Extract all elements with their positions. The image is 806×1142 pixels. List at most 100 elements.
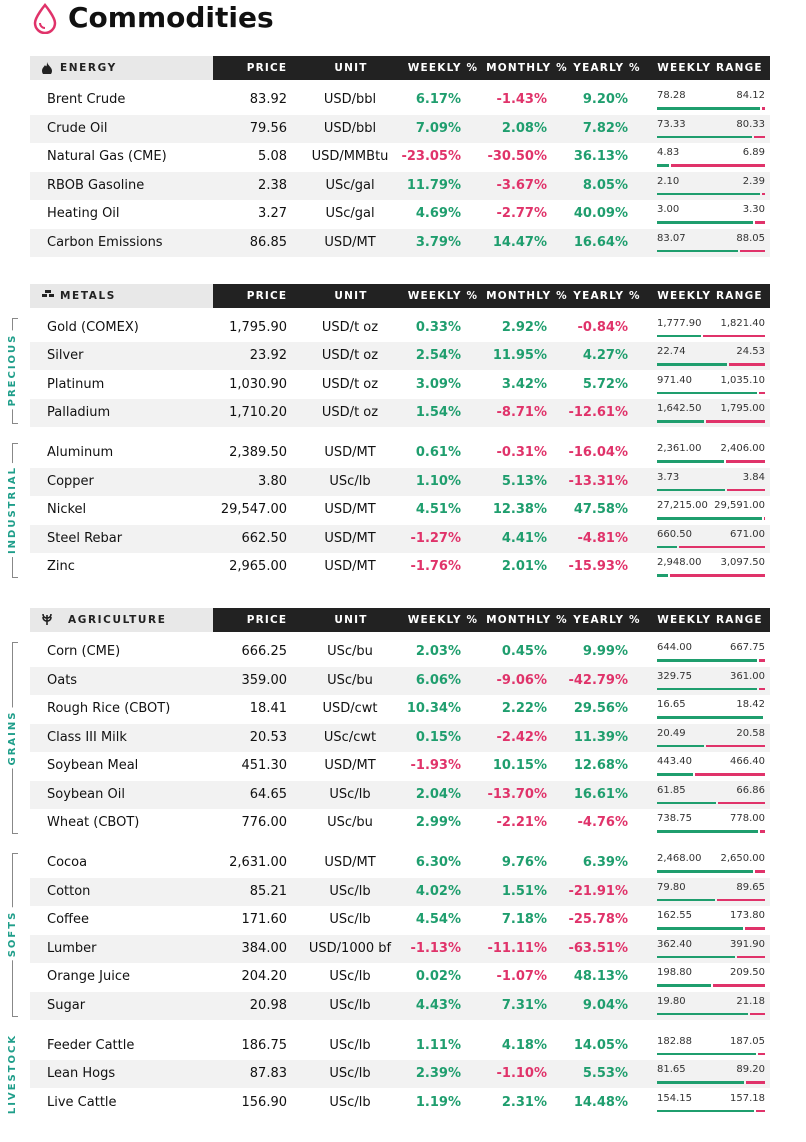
range-bar-high	[759, 659, 765, 662]
percent-change: 4.18%	[501, 1037, 547, 1053]
percent-change: -1.93%	[410, 758, 462, 773]
price: 2,631.00	[229, 855, 287, 870]
percent-change: -11.11%	[487, 940, 547, 956]
unit: USc/lb	[329, 1066, 371, 1081]
group-bracket-cap	[12, 577, 18, 578]
price: 1,795.90	[229, 319, 287, 335]
group-bracket-cap	[12, 853, 18, 854]
range-low: 73.33	[657, 118, 686, 130]
range-high: 2.39	[742, 175, 765, 187]
price: 3.27	[258, 206, 287, 221]
range-low: 2.10	[657, 175, 680, 187]
range-high: 778.00	[730, 813, 765, 824]
column-header: WEEKLY %	[407, 614, 479, 626]
range-bar-high	[706, 744, 765, 747]
range-bar-low	[657, 107, 761, 110]
column-header: YEARLY %	[573, 614, 641, 626]
range-bar-low	[657, 420, 704, 423]
percent-change: -9.06%	[496, 672, 548, 688]
price: 662.50	[241, 530, 288, 546]
column-header: YEARLY %	[573, 289, 641, 302]
percent-change: -1.10%	[496, 1066, 548, 1081]
percent-change: 4.43%	[415, 997, 461, 1013]
percent-change: 8.05%	[582, 177, 628, 193]
commodity-name: Heating Oil	[47, 206, 120, 221]
range-high: 66.86	[736, 784, 765, 796]
column-header: WEEKLY %	[407, 62, 479, 74]
percent-change: 0.45%	[501, 644, 547, 659]
percent-change: 1.10%	[415, 473, 461, 489]
commodity-name: Brent Crude	[47, 92, 126, 107]
range-bar-low	[657, 984, 711, 987]
range-low: 154.15	[657, 1092, 692, 1104]
range-low: 738.75	[657, 813, 692, 824]
percent-change: 2.04%	[415, 786, 461, 802]
column-header: WEEKLY RANGE	[657, 62, 763, 74]
price: 79.56	[249, 120, 287, 136]
range-low: 27,215.00	[657, 500, 708, 511]
range-low: 4.83	[657, 147, 680, 158]
group-bracket-cap	[12, 642, 18, 643]
range-bar-low	[657, 192, 761, 195]
range-bar-low	[657, 801, 717, 804]
column-header: YEARLY %	[573, 62, 641, 74]
row-stripe	[30, 342, 770, 370]
commodity-name: Crude Oil	[47, 120, 108, 136]
row-stripe	[30, 114, 770, 143]
commodity-name: Corn (CME)	[47, 644, 121, 659]
range-low: 2,948.00	[657, 557, 702, 568]
range-high: 18.42	[736, 699, 765, 710]
range-bar-low	[657, 898, 716, 901]
range-bar-low	[657, 488, 725, 491]
percent-change: 3.79%	[415, 234, 461, 250]
percent-change: -2.21%	[496, 815, 548, 830]
row-stripe	[30, 467, 770, 496]
range-bar-low	[657, 716, 764, 719]
percent-change: 7.82%	[582, 120, 628, 136]
percent-change: 4.69%	[415, 206, 461, 221]
percent-change: -16.04%	[568, 445, 628, 460]
price: 776.00	[241, 815, 288, 830]
range-bar-high	[758, 391, 765, 394]
range-high: 187.05	[730, 1035, 765, 1047]
column-header: MONTHLY %	[486, 62, 568, 74]
price: 2.38	[258, 177, 287, 193]
price: 359.00	[241, 672, 288, 688]
percent-change: -8.71%	[496, 405, 548, 420]
commodity-name: Class III Milk	[47, 729, 127, 745]
commodity-name: Lumber	[47, 940, 97, 956]
column-header: PRICE	[246, 614, 288, 626]
range-low: 1,777.90	[657, 317, 702, 329]
unit: USc/bu	[327, 644, 373, 659]
range-bar-high	[729, 363, 765, 366]
percent-change: 4.27%	[582, 348, 628, 363]
row-stripe	[30, 399, 770, 427]
percent-change: 2.08%	[501, 120, 547, 136]
percent-change: 5.13%	[501, 473, 547, 489]
percent-change: 47.58%	[573, 502, 628, 517]
price: 86.85	[249, 234, 287, 250]
section-header-bg	[30, 608, 213, 632]
column-header: UNIT	[334, 614, 368, 626]
percent-change: -23.05%	[401, 149, 461, 164]
range-bar-low	[657, 249, 738, 252]
percent-change: -1.76%	[410, 559, 462, 574]
column-header: UNIT	[334, 289, 368, 302]
section-header-bg	[30, 56, 213, 80]
range-bar-low	[657, 1012, 749, 1015]
commodity-name: Live Cattle	[47, 1094, 117, 1110]
unit: USD/bbl	[323, 120, 377, 136]
price: 20.53	[249, 729, 287, 745]
range-high: 1,821.40	[720, 317, 765, 329]
percent-change: 4.02%	[415, 883, 461, 899]
range-bar-high	[695, 773, 765, 776]
range-bar-low	[657, 460, 725, 463]
unit: USc/lb	[329, 912, 371, 927]
range-high: 1,035.10	[720, 374, 765, 386]
range-low: 83.07	[657, 232, 686, 244]
range-bar-high	[737, 955, 765, 958]
range-high: 29,591.00	[714, 500, 765, 511]
percent-change: 1.51%	[501, 883, 547, 899]
range-bar-high	[678, 545, 765, 548]
